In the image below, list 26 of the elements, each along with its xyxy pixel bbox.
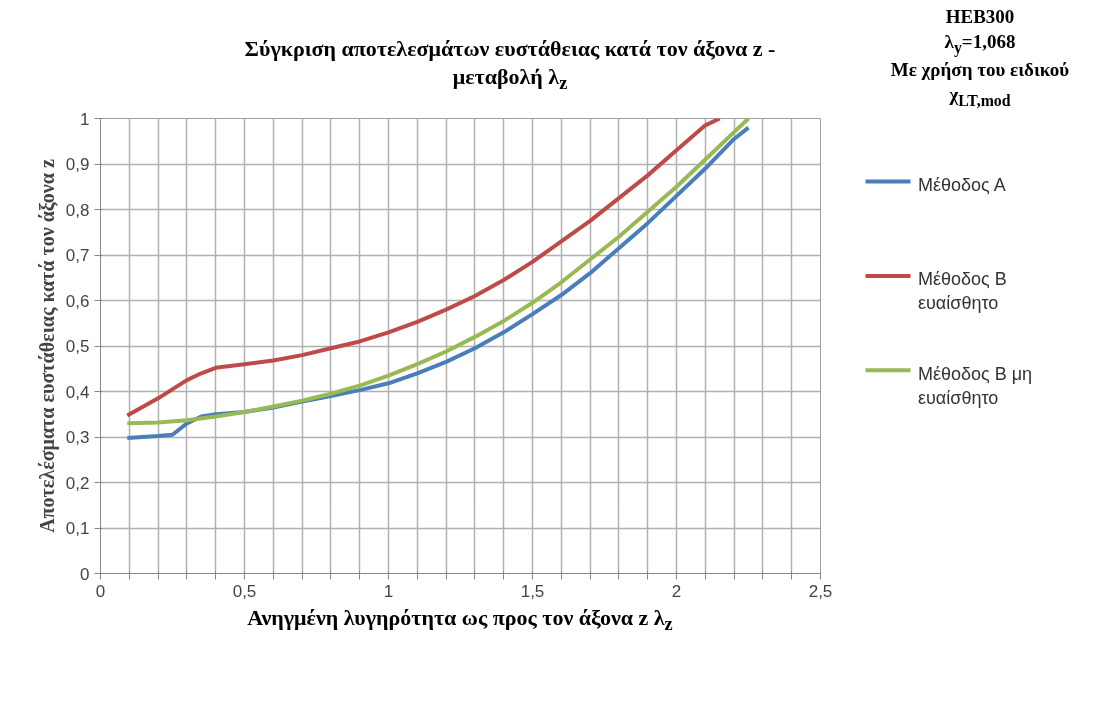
text: λ$_{y}$=1,068 [944,30,1016,56]
x-axis-title: Ανηγμένη λυγηρότητα ως προς τον άξονα z λ$_{z}$ [247,604,673,637]
legend-label: Μέθοδος Β μη ευαίσθητο [918,363,1033,408]
y-tick-label: 0,4 [65,382,90,402]
text: Με χρήση του ειδικού χ$_{LT,mod}$ [890,59,1070,109]
y-tick-label: 0,8 [65,200,90,220]
y-tick-label: 0,7 [65,246,90,265]
legend-label: Μέθοδος Β ευαίσθητο [918,269,1007,314]
y-tick-label: 0,1 [65,519,90,538]
text: HEB300 [945,6,1015,27]
legend-label: Μέθοδος Α [918,175,1006,195]
x-tick-label: 1 [383,581,394,601]
y-tick-label: 0,2 [65,473,90,493]
chart-title: Σύγκριση αποτελεσμάτων ευστάθειας κατά τον άξονα z - μεταβολή λ$_{z}$ [243,35,777,95]
x-tick-label: 0 [95,581,106,601]
y-tick-label: 0,9 [65,155,90,174]
y-tick-label: 0,3 [65,428,90,447]
x-tick-label: 1,5 [520,581,545,601]
y-tick-label: 0 [80,564,90,584]
x-tick-label: 2,5 [808,581,833,601]
y-tick-label: 0,6 [65,291,90,311]
y-tick-label: 1 [80,109,90,129]
x-tick-label: 0,5 [232,581,257,601]
y-tick-label: 0,5 [65,337,90,356]
x-tick-label: 2 [671,581,682,601]
y-axis-title: Αποτελέσματα ευστάθειας κατά τον άξονα z [35,159,59,533]
